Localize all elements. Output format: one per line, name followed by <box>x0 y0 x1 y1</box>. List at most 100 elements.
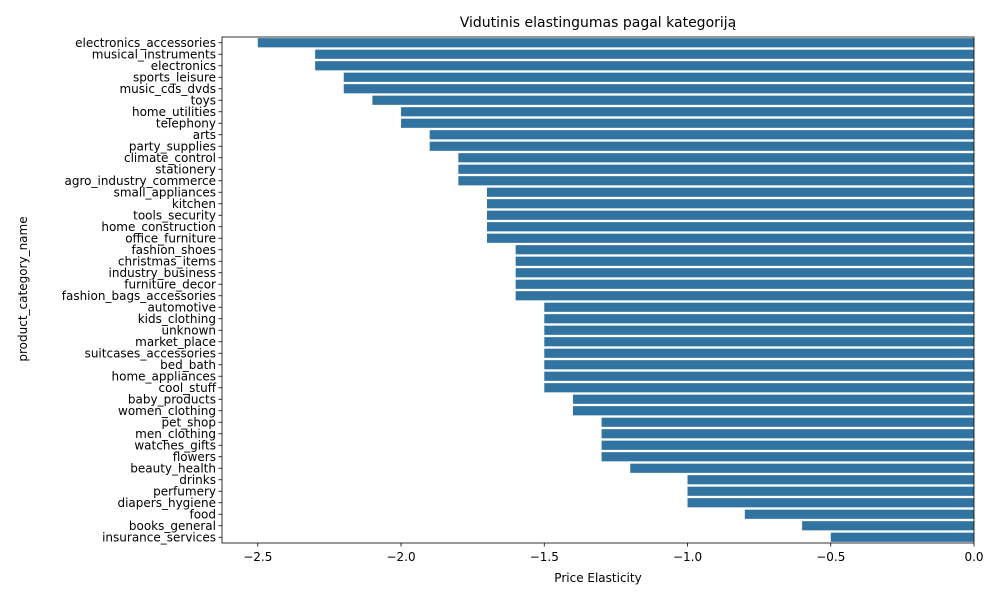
y-tick-label: drinks <box>179 473 216 487</box>
bar <box>515 268 974 278</box>
y-tick-label: market_place <box>135 335 216 349</box>
bar <box>802 521 974 531</box>
y-tick-label: pet_shop <box>161 415 216 429</box>
bar <box>401 118 974 128</box>
y-tick-label: suitcases_accessories <box>85 346 216 360</box>
y-tick-label: unknown <box>161 323 216 337</box>
y-tick-label: industry_business <box>109 266 216 280</box>
bar <box>601 440 974 450</box>
bar <box>515 245 974 255</box>
bar <box>687 486 974 496</box>
y-tick-label: furniture_decor <box>124 277 216 291</box>
bar <box>544 302 974 312</box>
bar <box>687 475 974 485</box>
y-tick-label: climate_control <box>124 151 216 165</box>
y-tick-label: perfumery <box>153 484 216 498</box>
y-axis-ticks: electronics_accessoriesmusical_instrumen… <box>62 36 222 544</box>
x-tick-label: −2.5 <box>243 550 272 564</box>
x-axis-label: Price Elasticity <box>554 571 641 585</box>
y-axis-label: product_category_name <box>16 216 30 361</box>
y-tick-label: kitchen <box>172 197 216 211</box>
y-tick-label: diapers_hygiene <box>117 496 216 510</box>
bar <box>315 49 975 59</box>
bar <box>830 532 974 542</box>
y-tick-label: christmas_items <box>118 254 216 268</box>
y-tick-label: telephony <box>156 116 216 130</box>
bar <box>601 452 974 462</box>
y-tick-label: bed_bath <box>160 358 216 372</box>
bar <box>429 130 974 140</box>
y-tick-label: home_construction <box>101 220 216 234</box>
bar <box>601 417 974 427</box>
bar <box>687 498 974 508</box>
bar <box>544 348 974 358</box>
y-tick-label: women_clothing <box>118 404 216 418</box>
bar <box>544 314 974 324</box>
y-tick-label: home_appliances <box>112 369 216 383</box>
y-tick-label: party_supplies <box>129 139 216 153</box>
y-tick-label: toys <box>191 93 216 107</box>
bar <box>343 84 974 94</box>
bar <box>601 429 974 439</box>
y-tick-label: food <box>189 507 216 521</box>
bar <box>486 222 974 232</box>
x-tick-label: −1.0 <box>673 550 702 564</box>
y-tick-label: sports_leisure <box>133 70 216 84</box>
y-tick-label: men_clothing <box>135 427 216 441</box>
bar <box>343 72 974 82</box>
bar <box>486 210 974 220</box>
y-tick-label: small_appliances <box>114 185 216 199</box>
bar <box>544 371 974 381</box>
y-tick-label: tools_security <box>133 208 216 222</box>
bar <box>486 199 974 209</box>
bar <box>544 383 974 393</box>
y-tick-label: electronics_accessories <box>75 36 216 50</box>
bars-group <box>257 38 975 542</box>
bar <box>544 337 974 347</box>
x-tick-label: −0.5 <box>816 550 845 564</box>
bar <box>515 291 974 301</box>
x-axis-ticks: −2.5 −2.0 −1.5 −1.0 −0.5 0.0 <box>243 543 984 564</box>
x-tick-label: −2.0 <box>386 550 415 564</box>
bar <box>315 61 975 71</box>
bar <box>630 463 974 473</box>
y-tick-label: stationery <box>155 162 216 176</box>
bar <box>458 176 974 186</box>
bar <box>744 509 974 519</box>
y-tick-label: musical_instruments <box>92 47 216 61</box>
y-tick-label: cool_stuff <box>159 381 217 395</box>
y-tick-label: music_cds_dvds <box>119 82 216 96</box>
y-tick-label: home_utilities <box>132 105 216 119</box>
bar <box>458 164 974 174</box>
bar <box>572 406 974 416</box>
y-tick-label: books_general <box>129 519 216 533</box>
bar <box>257 38 974 48</box>
x-tick-label: 0.0 <box>964 550 983 564</box>
bar <box>544 360 974 370</box>
y-tick-label: fashion_shoes <box>131 243 216 257</box>
bar <box>515 256 974 266</box>
y-tick-label: baby_products <box>128 392 216 406</box>
y-tick-label: kids_clothing <box>138 312 216 326</box>
bar <box>515 279 974 289</box>
y-tick-label: insurance_services <box>102 530 216 544</box>
bar <box>429 141 974 151</box>
bar <box>401 107 974 117</box>
bar <box>486 187 974 197</box>
bar <box>544 325 974 335</box>
y-tick-label: fashion_bags_accessories <box>62 289 216 303</box>
bar <box>572 394 974 404</box>
y-tick-label: agro_industry_commerce <box>65 174 217 188</box>
bar <box>486 233 974 243</box>
plot-frame <box>221 36 975 544</box>
y-tick-label: arts <box>193 128 216 142</box>
y-tick-label: watches_gifts <box>134 438 216 452</box>
bar <box>458 153 974 163</box>
y-tick-label: office_furniture <box>125 231 216 245</box>
chart-title: Vidutinis elastingumas pagal kategoriją <box>460 15 737 31</box>
y-tick-label: beauty_health <box>130 461 216 475</box>
bar <box>372 95 974 105</box>
y-tick-label: electronics <box>151 59 216 73</box>
y-tick-label: flowers <box>173 450 216 464</box>
